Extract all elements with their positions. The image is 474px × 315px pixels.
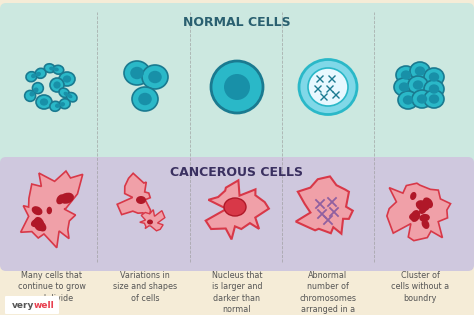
Ellipse shape: [421, 220, 429, 229]
Ellipse shape: [63, 75, 71, 83]
Ellipse shape: [40, 98, 48, 106]
Polygon shape: [140, 210, 165, 231]
Ellipse shape: [396, 66, 416, 84]
Polygon shape: [21, 171, 83, 248]
Ellipse shape: [62, 194, 69, 202]
Ellipse shape: [32, 206, 43, 215]
Ellipse shape: [394, 78, 414, 96]
Ellipse shape: [398, 91, 418, 109]
Ellipse shape: [408, 76, 428, 94]
Ellipse shape: [424, 68, 444, 86]
Ellipse shape: [54, 67, 59, 72]
Ellipse shape: [419, 207, 427, 214]
Ellipse shape: [56, 194, 65, 204]
Ellipse shape: [415, 66, 425, 76]
Ellipse shape: [401, 70, 411, 80]
Ellipse shape: [55, 103, 60, 108]
Ellipse shape: [35, 68, 46, 78]
Ellipse shape: [33, 88, 38, 93]
Polygon shape: [117, 173, 151, 221]
Ellipse shape: [36, 95, 52, 109]
Text: well: well: [34, 301, 55, 310]
Ellipse shape: [59, 99, 70, 109]
Ellipse shape: [410, 192, 417, 200]
Ellipse shape: [417, 94, 427, 104]
Ellipse shape: [60, 193, 74, 204]
Ellipse shape: [132, 87, 158, 111]
Polygon shape: [206, 180, 269, 239]
Ellipse shape: [413, 80, 423, 90]
Ellipse shape: [424, 80, 444, 98]
Ellipse shape: [308, 68, 348, 106]
Text: NORMAL CELLS: NORMAL CELLS: [183, 15, 291, 28]
Polygon shape: [387, 183, 451, 241]
Ellipse shape: [36, 72, 41, 77]
Ellipse shape: [429, 84, 439, 94]
Ellipse shape: [412, 90, 432, 108]
Ellipse shape: [29, 91, 35, 96]
Ellipse shape: [148, 71, 162, 83]
Ellipse shape: [410, 62, 430, 80]
Ellipse shape: [410, 210, 420, 222]
Ellipse shape: [32, 83, 43, 94]
Ellipse shape: [142, 65, 168, 89]
Ellipse shape: [44, 64, 55, 73]
Ellipse shape: [50, 101, 61, 111]
Text: CANCEROUS CELLS: CANCEROUS CELLS: [171, 165, 303, 179]
Ellipse shape: [224, 74, 250, 100]
FancyBboxPatch shape: [0, 3, 474, 173]
Ellipse shape: [59, 72, 75, 86]
Text: very: very: [12, 301, 35, 310]
Ellipse shape: [49, 66, 55, 71]
FancyBboxPatch shape: [5, 296, 59, 314]
Ellipse shape: [31, 219, 41, 227]
Polygon shape: [296, 176, 353, 234]
Ellipse shape: [409, 212, 420, 220]
Text: Nucleus that
is larger and
darker than
normal: Nucleus that is larger and darker than n…: [212, 271, 262, 314]
Ellipse shape: [64, 92, 69, 96]
Ellipse shape: [416, 200, 429, 211]
Ellipse shape: [429, 72, 439, 82]
Ellipse shape: [60, 102, 65, 107]
Ellipse shape: [54, 81, 61, 89]
Ellipse shape: [224, 198, 246, 216]
Ellipse shape: [424, 90, 444, 108]
Ellipse shape: [399, 82, 409, 92]
Text: Variations in
size and shapes
of cells: Variations in size and shapes of cells: [113, 271, 177, 303]
Text: Abnormal
number of
chromosomes
arranged in a
disorganized
fashion: Abnormal number of chromosomes arranged …: [300, 271, 356, 315]
Ellipse shape: [429, 94, 439, 104]
Ellipse shape: [211, 61, 263, 113]
Ellipse shape: [423, 198, 433, 208]
Ellipse shape: [34, 217, 45, 231]
Ellipse shape: [59, 88, 69, 97]
Ellipse shape: [299, 60, 357, 114]
Ellipse shape: [147, 220, 153, 225]
Text: Many cells that
continue to grow
and divide: Many cells that continue to grow and div…: [18, 271, 86, 303]
Ellipse shape: [130, 67, 144, 79]
Ellipse shape: [136, 196, 146, 204]
Ellipse shape: [26, 72, 36, 82]
Ellipse shape: [67, 94, 73, 98]
Ellipse shape: [31, 73, 36, 78]
Ellipse shape: [50, 78, 64, 92]
Ellipse shape: [46, 207, 52, 214]
Ellipse shape: [53, 65, 64, 74]
Ellipse shape: [67, 93, 77, 102]
FancyBboxPatch shape: [0, 157, 474, 271]
Ellipse shape: [124, 61, 150, 85]
Ellipse shape: [403, 95, 413, 105]
Ellipse shape: [36, 221, 46, 232]
Text: Cluster of
cells without a
boundry: Cluster of cells without a boundry: [391, 271, 449, 303]
Ellipse shape: [419, 214, 430, 222]
Ellipse shape: [138, 93, 152, 105]
Ellipse shape: [25, 90, 36, 101]
